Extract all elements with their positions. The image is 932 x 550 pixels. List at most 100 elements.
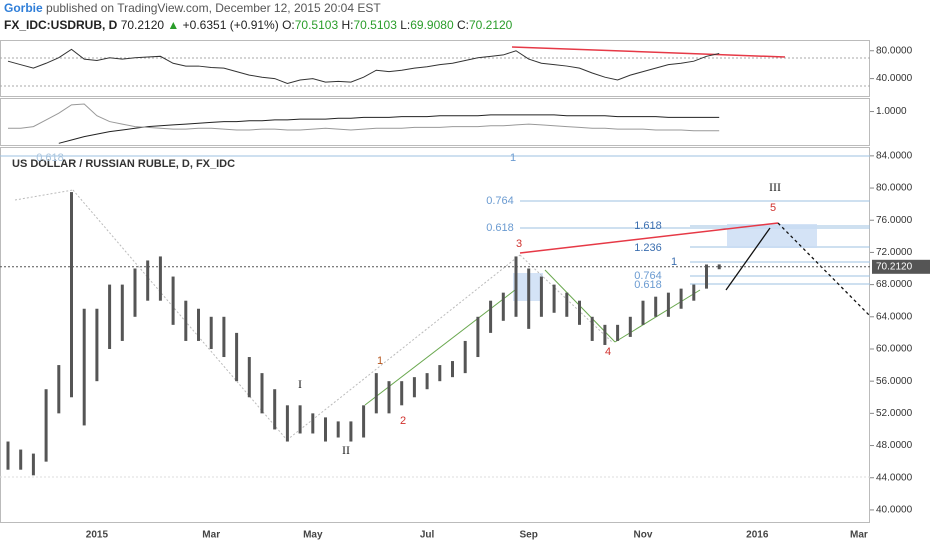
price-bar bbox=[527, 268, 531, 329]
x-tick-label: 2016 bbox=[746, 530, 769, 541]
chart-title: US DOLLAR / RUSSIAN RUBLE, D, FX_IDC bbox=[12, 158, 235, 170]
price-bar bbox=[438, 365, 442, 382]
price-bar bbox=[362, 405, 366, 438]
price-bar bbox=[666, 292, 670, 317]
low-label: L: bbox=[400, 18, 410, 32]
price-bar bbox=[412, 377, 416, 398]
x-tick-label: Mar bbox=[850, 530, 868, 541]
x-tick-label: 2015 bbox=[86, 530, 109, 541]
price-bar bbox=[273, 389, 277, 430]
y-tick-label: 40.0000 bbox=[876, 73, 913, 84]
price-bar bbox=[590, 316, 594, 341]
price-bar bbox=[717, 264, 721, 270]
y-tick-label: 1.0000 bbox=[876, 106, 907, 117]
price-bar bbox=[552, 284, 556, 313]
annotation: 1 bbox=[510, 152, 516, 164]
price-bar bbox=[692, 284, 696, 301]
y-tick-label: 68.0000 bbox=[876, 279, 913, 290]
open-label: O: bbox=[282, 18, 295, 32]
price-bar bbox=[235, 332, 239, 382]
annotation: 1 bbox=[671, 256, 677, 268]
y-tick-label: 76.0000 bbox=[876, 215, 913, 226]
y-tick-label: 40.0000 bbox=[876, 505, 913, 516]
price-bar bbox=[451, 361, 454, 378]
target-zone bbox=[727, 224, 817, 248]
price-bar bbox=[197, 308, 200, 341]
price-bar bbox=[70, 192, 73, 398]
author[interactable]: Gorbie bbox=[4, 1, 43, 15]
annotation: III bbox=[769, 180, 781, 194]
open: 70.5103 bbox=[295, 18, 339, 32]
price-bar bbox=[514, 256, 518, 317]
y-tick-label: 52.0000 bbox=[876, 408, 913, 419]
price-bar bbox=[324, 417, 327, 442]
y-tick-label: 56.0000 bbox=[876, 376, 913, 387]
price-bar bbox=[705, 264, 708, 289]
change: +0.6351 (+0.91%) bbox=[183, 18, 279, 32]
symbol: FX_IDC:USDRUB, D bbox=[4, 18, 118, 32]
indicator-panel bbox=[0, 98, 870, 146]
price-bar bbox=[31, 453, 35, 476]
trend-line bbox=[511, 46, 786, 58]
annotation: 0.764 bbox=[634, 270, 662, 282]
y-tick-label: 44.0000 bbox=[876, 472, 913, 483]
price-bar bbox=[603, 324, 607, 345]
rsi-panel bbox=[0, 40, 870, 97]
price-bar bbox=[654, 296, 658, 317]
x-tick-label: Sep bbox=[520, 530, 538, 541]
high-label: H: bbox=[341, 18, 353, 32]
price-bar bbox=[171, 276, 175, 325]
indicator-line bbox=[58, 114, 720, 144]
last-price-label: 70.2120 bbox=[876, 261, 913, 272]
price-bar bbox=[19, 449, 23, 470]
annotation: II bbox=[342, 443, 350, 457]
annotation: 5 bbox=[770, 202, 776, 214]
price-bar bbox=[6, 441, 10, 470]
annotation: 1.236 bbox=[634, 242, 662, 254]
price-bar bbox=[133, 268, 137, 317]
x-tick-label: Nov bbox=[634, 530, 653, 541]
projection bbox=[777, 222, 871, 317]
price-bar bbox=[82, 308, 86, 426]
price-bar bbox=[463, 340, 467, 374]
projection bbox=[14, 189, 74, 201]
price-bar bbox=[158, 256, 162, 301]
price-bar bbox=[311, 413, 315, 434]
price-bar bbox=[539, 276, 543, 317]
annotation: 1.618 bbox=[634, 220, 662, 232]
annotation: 3 bbox=[516, 238, 522, 250]
price-bar bbox=[285, 405, 289, 442]
y-tick-label: 80.0000 bbox=[876, 183, 913, 194]
price-panel bbox=[0, 147, 870, 523]
x-tick-label: Mar bbox=[202, 530, 220, 541]
projection bbox=[286, 254, 521, 441]
close-label: C: bbox=[457, 18, 469, 32]
x-tick-label: May bbox=[303, 530, 323, 541]
y-tick-label: 84.0000 bbox=[876, 150, 913, 161]
y-tick-label: 72.0000 bbox=[876, 247, 913, 258]
price-bar bbox=[501, 292, 505, 321]
up-arrow: ▲ bbox=[167, 18, 179, 32]
price-bar bbox=[120, 284, 124, 341]
annotation: I bbox=[298, 377, 302, 391]
price-bar bbox=[108, 284, 112, 349]
price-bar bbox=[387, 381, 391, 414]
price-bar bbox=[349, 421, 353, 442]
y-tick-label: 48.0000 bbox=[876, 440, 913, 451]
y-tick-label: 60.0000 bbox=[876, 344, 913, 355]
price-bar bbox=[146, 260, 150, 301]
annotation: 0.618 bbox=[634, 279, 662, 291]
price-bar bbox=[57, 365, 61, 414]
price-bar bbox=[565, 292, 569, 317]
y-tick-label: 80.0000 bbox=[876, 45, 913, 56]
header: Gorbie published on TradingView.com, Dec… bbox=[4, 1, 381, 15]
price-bar bbox=[209, 316, 213, 349]
price-bar bbox=[260, 373, 264, 414]
price-bar bbox=[489, 300, 493, 333]
price-bar bbox=[95, 308, 99, 382]
projection bbox=[72, 189, 288, 441]
price-bar bbox=[628, 316, 632, 337]
price-bar bbox=[184, 300, 188, 341]
publish-info: published on TradingView.com, December 1… bbox=[46, 1, 381, 15]
